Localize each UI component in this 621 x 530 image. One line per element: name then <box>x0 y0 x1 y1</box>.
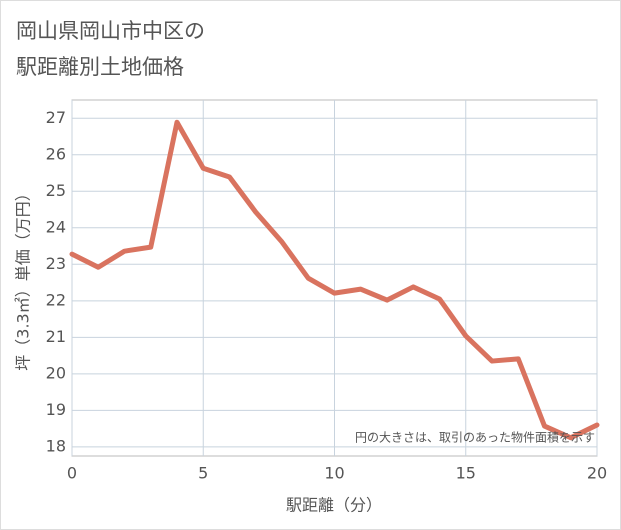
x-tick-label: 10 <box>324 464 344 483</box>
x-axis-label: 駅距離（分） <box>286 496 382 515</box>
x-tick-label: 20 <box>587 464 607 483</box>
chart-title: 駅距離別土地価格 <box>16 55 184 79</box>
x-tick-label: 5 <box>198 464 208 483</box>
y-tick-label: 21 <box>46 327 66 346</box>
x-tick-label: 0 <box>67 464 77 483</box>
y-tick-label: 20 <box>46 363 66 382</box>
annotation: 円の大きさは、取引のあった物件面積を示す <box>355 430 595 445</box>
y-tick-label: 23 <box>46 254 66 273</box>
line <box>69 119 600 441</box>
y-tick-label: 26 <box>46 144 66 163</box>
y-tick-label: 24 <box>46 217 66 236</box>
y-tick-label: 18 <box>46 436 66 455</box>
y-axis-label: 坪（3.3㎡）単価（万円） <box>14 185 33 370</box>
y-tick-label: 25 <box>46 181 66 200</box>
y-tick-label: 27 <box>46 108 66 127</box>
y-tick-label: 22 <box>46 290 66 309</box>
y-tick-label: 19 <box>46 400 66 419</box>
x-tick-label: 15 <box>456 464 476 483</box>
chart-title: 岡山県岡山市中区の <box>16 19 205 43</box>
